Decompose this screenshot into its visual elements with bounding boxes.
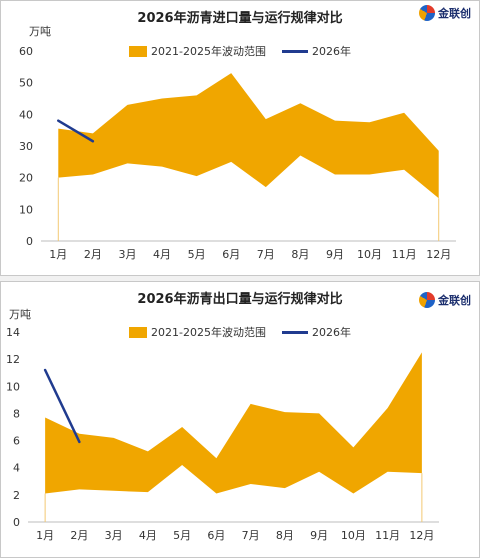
y-tick-label: 2 bbox=[13, 489, 20, 502]
x-tick-label: 9月 bbox=[326, 248, 344, 261]
legend-item-2026: 2026年 bbox=[281, 43, 351, 59]
legend-label-range: 2021-2025年波动范围 bbox=[151, 326, 266, 339]
x-tick-label: 1月 bbox=[49, 248, 67, 261]
y-tick-label: 60 bbox=[19, 45, 33, 58]
series-line-2026 bbox=[43, 368, 81, 444]
x-tick-label: 3月 bbox=[118, 248, 136, 261]
chart-title: 2026年沥青进口量与运行规律对比 bbox=[137, 11, 343, 26]
logo-icon bbox=[419, 292, 435, 308]
y-tick-label: 4 bbox=[13, 462, 20, 475]
y-tick-label: 14 bbox=[6, 326, 20, 339]
export-chart-svg: 0 2 4 6 8 10 12 14 1月 2月 3月 4月 5月 6月 7月 8月 9月 10月 11月 12月 bbox=[6, 326, 439, 542]
legend-swatch-range bbox=[129, 45, 148, 57]
y-tick-label: 20 bbox=[19, 172, 33, 185]
x-tick-label: 11月 bbox=[392, 248, 417, 261]
legend: 2021-2025年波动范围 2026年 bbox=[1, 43, 479, 59]
chart-title: 2026年沥青出口量与运行规律对比 bbox=[137, 292, 343, 307]
y-tick-label: 10 bbox=[6, 380, 20, 393]
x-tick-label: 8月 bbox=[291, 248, 309, 261]
x-tick-label: 12月 bbox=[426, 248, 451, 261]
export-chart-panel: 0 2 4 6 8 10 12 14 1月 2月 3月 4月 5月 6月 7月 8月 9月 10月 11月 12月 2… bbox=[0, 281, 480, 558]
x-tick-label: 1月 bbox=[36, 529, 54, 542]
x-tick-label: 10月 bbox=[357, 248, 382, 261]
x-tick-label: 7月 bbox=[257, 248, 275, 261]
legend-line-2026 bbox=[281, 49, 308, 53]
logo: 金联创 bbox=[419, 5, 471, 21]
legend-item-2026: 2026年 bbox=[281, 324, 351, 340]
legend-line-2026 bbox=[281, 330, 308, 334]
x-tick-label: 5月 bbox=[173, 529, 191, 542]
logo: 金联创 bbox=[419, 292, 471, 308]
y-tick-label: 8 bbox=[13, 407, 20, 420]
y-tick-label: 0 bbox=[26, 235, 33, 248]
y-tick-label: 10 bbox=[19, 203, 33, 216]
logo-text: 金联创 bbox=[438, 7, 471, 20]
import-chart-panel: 0 10 20 30 40 50 60 1月 2月 3月 4月 5月 6月 7月 8月 9月 10月 11月 12月… bbox=[0, 0, 480, 276]
x-tick-label: 8月 bbox=[276, 529, 294, 542]
x-tick-label: 11月 bbox=[375, 529, 400, 542]
range-band bbox=[45, 352, 422, 494]
range-band bbox=[58, 73, 439, 199]
y-axis-unit: 万吨 bbox=[9, 308, 31, 321]
x-tick-label: 3月 bbox=[105, 529, 123, 542]
x-tick-label: 5月 bbox=[188, 248, 206, 261]
y-tick-label: 12 bbox=[6, 353, 20, 366]
y-axis-unit: 万吨 bbox=[29, 25, 51, 38]
x-tick-label: 2月 bbox=[84, 248, 102, 261]
x-tick-label: 4月 bbox=[139, 529, 157, 542]
y-tick-label: 50 bbox=[19, 77, 33, 90]
y-tick-label: 40 bbox=[19, 108, 33, 121]
import-chart-svg: 0 10 20 30 40 50 60 1月 2月 3月 4月 5月 6月 7月 8月 9月 10月 11月 12月 bbox=[19, 45, 456, 261]
series-line-2026 bbox=[57, 119, 95, 143]
x-tick-label: 2月 bbox=[70, 529, 88, 542]
logo-icon bbox=[419, 5, 435, 21]
legend-label-2026: 2026年 bbox=[311, 45, 351, 58]
x-tick-label: 9月 bbox=[310, 529, 328, 542]
legend-item-range: 2021-2025年波动范围 bbox=[129, 43, 266, 59]
x-tick-label: 10月 bbox=[341, 529, 366, 542]
y-tick-label: 6 bbox=[13, 435, 20, 448]
y-tick-label: 30 bbox=[19, 140, 33, 153]
legend-label-2026: 2026年 bbox=[311, 326, 351, 339]
x-tick-label: 4月 bbox=[153, 248, 171, 261]
legend-swatch-range bbox=[129, 326, 148, 338]
x-tick-label: 7月 bbox=[242, 529, 260, 542]
logo-text: 金联创 bbox=[438, 294, 471, 307]
legend-label-range: 2021-2025年波动范围 bbox=[151, 45, 266, 58]
x-tick-label: 6月 bbox=[222, 248, 240, 261]
x-tick-label: 6月 bbox=[207, 529, 225, 542]
legend-item-range: 2021-2025年波动范围 bbox=[129, 324, 266, 340]
y-tick-label: 0 bbox=[13, 516, 20, 529]
legend: 2021-2025年波动范围 2026年 bbox=[1, 324, 479, 340]
x-tick-label: 12月 bbox=[409, 529, 434, 542]
